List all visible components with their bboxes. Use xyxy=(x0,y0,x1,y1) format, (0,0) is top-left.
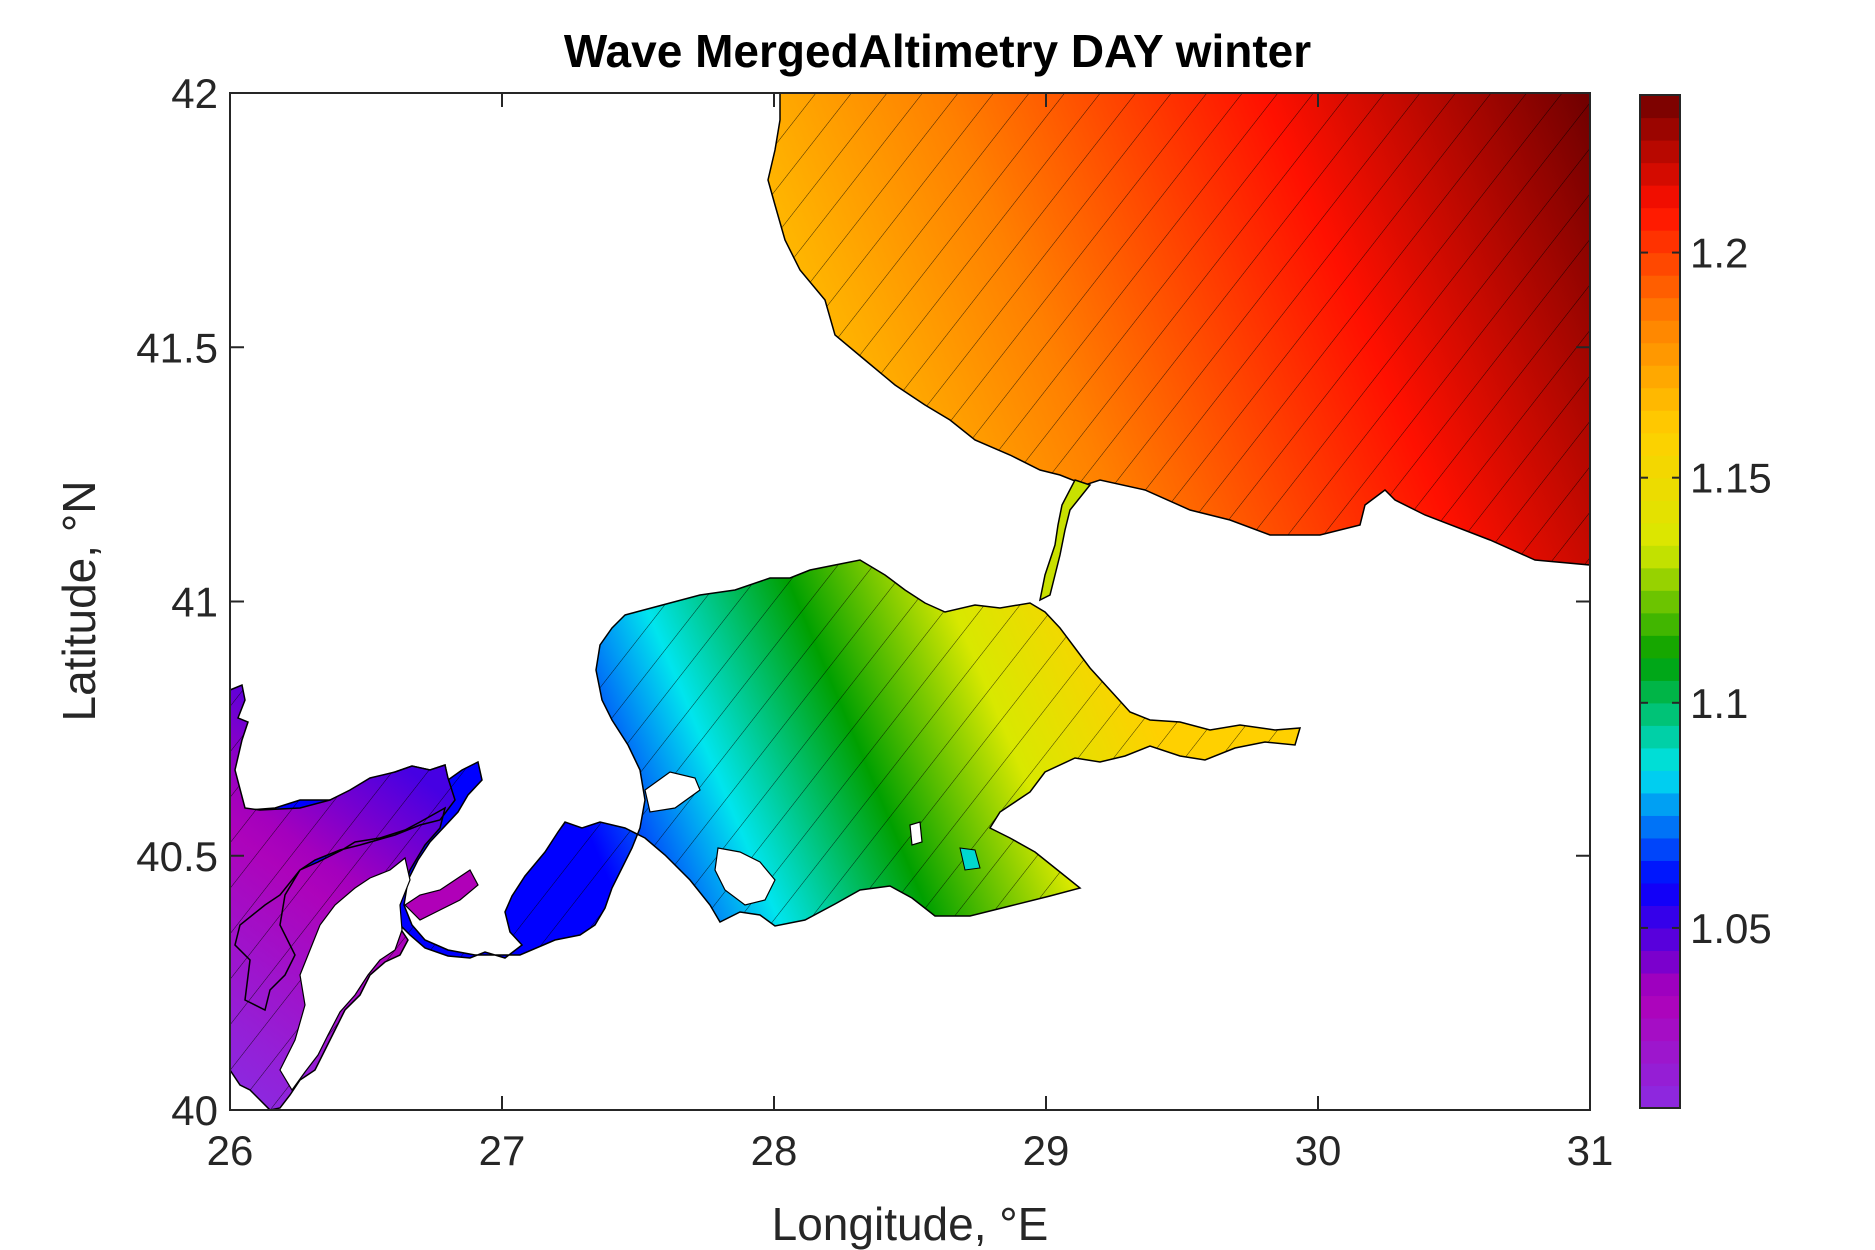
colorbar-level xyxy=(1640,207,1680,231)
saros-gulf-region xyxy=(229,683,456,1111)
colorbar-level xyxy=(1640,635,1680,659)
colorbar-level xyxy=(1640,185,1680,209)
colorbar-level xyxy=(1640,860,1680,884)
colorbar-tick-label: 1.1 xyxy=(1690,680,1748,727)
colorbar-level xyxy=(1640,770,1680,794)
y-tick-label: 42 xyxy=(171,70,218,117)
colorbar-level xyxy=(1640,117,1680,141)
x-tick-label: 29 xyxy=(1023,1127,1070,1174)
marmara-sea-region xyxy=(231,559,1302,959)
x-tick-label: 27 xyxy=(479,1127,526,1174)
marmara-island xyxy=(909,821,923,846)
colorbar-level xyxy=(1640,567,1680,591)
marmara-island xyxy=(714,847,776,906)
colorbar-level xyxy=(1640,680,1680,704)
colorbar-level xyxy=(1640,140,1680,164)
x-tick-label: 31 xyxy=(1567,1127,1614,1174)
colorbar-level xyxy=(1640,320,1680,344)
map-title: Wave MergedAltimetry DAY winter xyxy=(563,25,1312,77)
colorbar-level xyxy=(1640,275,1680,299)
colorbar-level xyxy=(1640,702,1680,726)
x-tick-label: 30 xyxy=(1295,1127,1342,1174)
colorbar-level xyxy=(1640,815,1680,839)
y-axis-ticks: 40 40.5 41 41.5 42 xyxy=(136,70,1590,1134)
colorbar-level xyxy=(1640,387,1680,411)
colorbar-level xyxy=(1640,612,1680,636)
colorbar-level xyxy=(1640,522,1680,546)
colorbar-level xyxy=(1640,927,1680,952)
y-tick-label: 41 xyxy=(171,579,218,626)
colorbar-level xyxy=(1640,252,1680,276)
colorbar-level xyxy=(1640,995,1680,1019)
colorbar-level xyxy=(1640,1040,1680,1064)
colorbar-level xyxy=(1640,95,1680,119)
colorbar-level xyxy=(1640,725,1680,749)
dardanelles-strait xyxy=(404,869,479,921)
marmara-island xyxy=(959,847,981,871)
colorbar-level xyxy=(1640,342,1680,366)
colorbar-level xyxy=(1640,1062,1680,1087)
marmara-island xyxy=(644,771,701,813)
colorbar-level xyxy=(1640,455,1680,479)
colorbar-tick-label: 1.15 xyxy=(1690,455,1772,502)
colorbar-level xyxy=(1640,590,1680,614)
colorbar-level xyxy=(1640,905,1680,929)
colorbar-level xyxy=(1640,410,1680,434)
x-tick-label: 26 xyxy=(207,1127,254,1174)
colorbar-level xyxy=(1640,950,1680,974)
black-sea-region xyxy=(767,92,1591,566)
colorbar-frame xyxy=(1639,94,1681,1109)
colorbar-level xyxy=(1640,230,1680,254)
colorbar-level xyxy=(1640,477,1680,501)
colorbar-tick-label: 1.05 xyxy=(1690,905,1772,952)
y-tick-label: 40 xyxy=(171,1087,218,1134)
colorbar xyxy=(1640,95,1680,1109)
colorbar-level xyxy=(1640,657,1680,681)
colorbar-level xyxy=(1640,365,1680,389)
colorbar-ticks: 1.05 1.1 1.15 1.2 xyxy=(1640,230,1772,952)
colorbar-level xyxy=(1640,500,1680,524)
colorbar-level xyxy=(1640,972,1680,997)
colorbar-level xyxy=(1640,792,1680,816)
gallipoli-peninsula-land xyxy=(279,856,411,1092)
y-tick-label: 41.5 xyxy=(136,324,218,371)
colorbar-tick-label: 1.2 xyxy=(1690,230,1748,277)
colorbar-level xyxy=(1640,747,1680,771)
colorbar-level xyxy=(1640,545,1680,569)
x-axis-ticks: 26 27 28 29 30 31 xyxy=(207,93,1614,1174)
y-tick-label: 40.5 xyxy=(136,833,218,880)
colorbar-level xyxy=(1640,882,1680,906)
colorbar-level xyxy=(1640,432,1680,456)
x-tick-label: 28 xyxy=(751,1127,798,1174)
colorbar-level xyxy=(1640,837,1680,861)
colorbar-level xyxy=(1640,1017,1680,1042)
colorbar-level xyxy=(1640,1085,1680,1109)
y-axis-label: Latitude, °N xyxy=(53,481,105,722)
x-axis-label: Longitude, °E xyxy=(772,1198,1049,1250)
bosphorus-strait xyxy=(1038,479,1092,602)
colorbar-level xyxy=(1640,162,1680,186)
colorbar-level xyxy=(1640,297,1680,321)
